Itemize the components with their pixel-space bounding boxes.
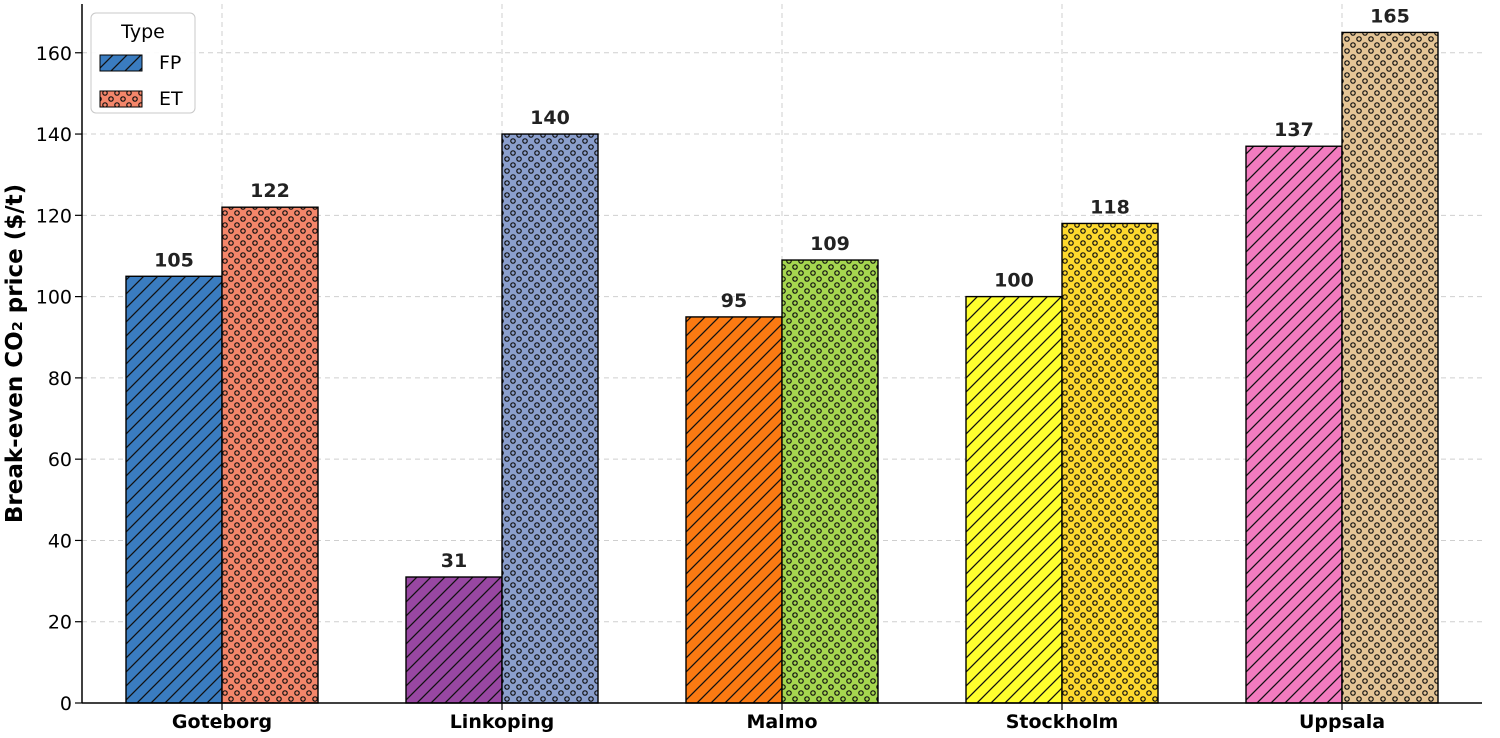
x-tick-label: Malmo [746, 711, 817, 733]
data-label: 118 [1090, 196, 1130, 218]
data-label: 140 [530, 107, 570, 129]
bar-fp-stockholm [965, 295, 1063, 704]
x-tick-label: Linkoping [450, 711, 555, 733]
bar-et-linkoping [501, 133, 599, 704]
bar-fp-linkoping [405, 576, 503, 704]
bars [125, 31, 1439, 704]
bar-et-uppsala [1341, 31, 1439, 704]
data-label: 95 [721, 290, 747, 312]
y-tick-label: 140 [36, 124, 72, 146]
bar-fp-uppsala [1245, 145, 1343, 704]
data-labels: 105 122 31 140 95 109 100 118 137 165 [154, 5, 1410, 572]
x-tick-label: Uppsala [1299, 711, 1385, 733]
legend-label-et: ET [159, 88, 183, 110]
y-tick-label: 60 [48, 449, 72, 471]
y-tick-label: 120 [36, 205, 72, 227]
axes: 0 20 40 60 80 100 120 140 160 Goteborg Linkoping Ma… [2, 4, 1482, 733]
data-label: 31 [441, 550, 467, 572]
bar-et-stockholm [1061, 222, 1159, 704]
data-label: 105 [154, 249, 194, 271]
legend-swatch-et [99, 90, 143, 108]
legend-label-fp: FP [159, 52, 181, 74]
data-label: 109 [810, 233, 850, 255]
x-tick-label: Goteborg [172, 711, 272, 733]
data-label: 100 [994, 270, 1034, 292]
data-label: 137 [1274, 119, 1314, 141]
bar-fp-malmo [685, 316, 783, 704]
legend-title: Type [120, 21, 165, 43]
y-tick-label: 100 [36, 287, 72, 309]
bar-et-malmo [781, 259, 879, 704]
bar-fp-goteborg [125, 275, 223, 704]
y-tick-label: 20 [48, 612, 72, 634]
bar-et-goteborg [221, 206, 319, 704]
y-tick-label: 0 [60, 693, 72, 715]
y-tick-label: 160 [36, 43, 72, 65]
legend: Type FP ET [90, 12, 196, 114]
data-label: 122 [250, 180, 290, 202]
y-axis-label: Break-even CO₂ price ($/t) [2, 184, 28, 523]
y-tick-label: 40 [48, 530, 72, 552]
y-tick-label: 80 [48, 368, 72, 390]
legend-swatch-fp [99, 54, 143, 72]
legend-box [90, 12, 196, 114]
data-label: 165 [1370, 5, 1410, 27]
x-tick-label: Stockholm [1006, 711, 1119, 733]
